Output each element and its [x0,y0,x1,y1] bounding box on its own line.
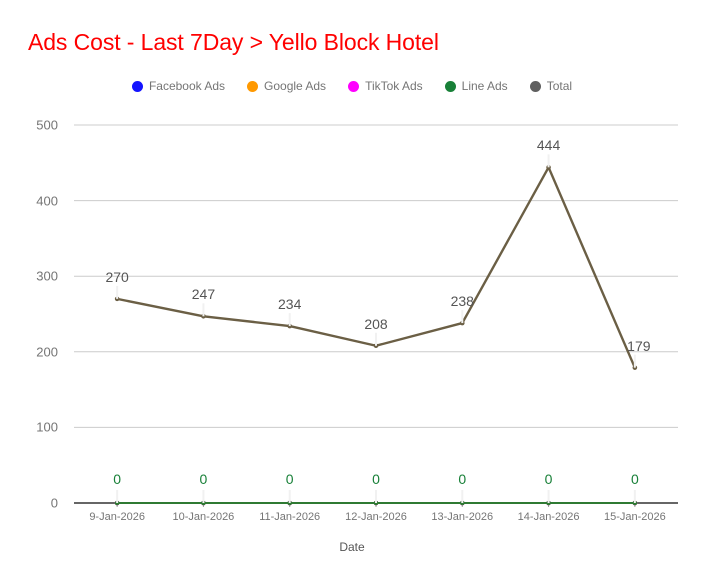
data-point-label-total: 208 [364,315,388,332]
x-axis-title: Date [339,540,365,554]
data-point-label-total: 444 [536,137,561,154]
data-point-label-zero: 0 [372,471,380,487]
data-point-label-zero: 0 [630,471,639,487]
y-axis-tick-label: 300 [36,268,58,284]
y-axis-tick-label: 500 [36,117,58,133]
y-axis-tick-label: 200 [36,344,58,360]
x-axis-tick-label: 13-Jan-2026 [431,511,494,523]
legend-swatch-icon [529,80,541,92]
x-axis-tick-label: 11-Jan-2026 [259,511,321,523]
legend-item-label: Facebook Ads [148,79,226,93]
x-axis-tick-label: 12-Jan-2026 [345,511,407,523]
data-point-label-zero: 0 [544,471,553,487]
x-axis-tick-label: 9-Jan-2026 [89,511,145,523]
data-point[interactable] [632,365,638,370]
data-point-label-total: 234 [278,296,302,313]
legend-item-line-ads[interactable]: Line Ads [444,79,508,93]
x-axis-tick-label: 14-Jan-2026 [517,511,580,523]
legend-item-label: Total [546,79,573,93]
legend-item-total[interactable]: Total [529,79,573,93]
chart-title: Ads Cost - Last 7Day > Yello Block Hotel [28,29,439,55]
chart-legend: Facebook Ads Google Ads TikTok Ads Line Ads… [0,79,704,93]
y-axis-tick-label: 0 [50,495,58,511]
y-axis-tick-label: 400 [36,193,58,209]
data-point-label-zero: 0 [458,471,467,487]
legend-item-tiktok-ads[interactable]: TikTok Ads [348,79,423,93]
data-point-label-total: 238 [450,293,474,310]
legend-item-label: Line Ads [461,79,508,93]
data-point-label-zero: 0 [285,471,294,487]
legend-swatch-icon [348,80,360,92]
legend-item-label: Google Ads [264,79,327,93]
legend-swatch-icon [131,80,143,92]
data-point-label-total: 179 [627,337,651,354]
legend-item-google-ads[interactable]: Google Ads [247,79,326,93]
legend-item-facebook-ads[interactable]: Facebook Ads [131,79,226,93]
x-axis-tick-label: 10-Jan-2026 [172,511,235,523]
x-axis-tick-label: 15-Jan-2026 [603,511,666,523]
data-point[interactable] [459,320,465,326]
data-point-label-zero: 0 [199,471,208,487]
data-point-label-zero: 0 [113,471,122,487]
data-point-label-total: 247 [191,286,216,303]
data-point-label-total: 270 [105,268,129,285]
legend-swatch-icon [444,80,456,92]
legend-item-label: TikTok Ads [365,79,423,93]
y-axis-tick-label: 100 [36,419,58,435]
legend-swatch-icon [247,80,259,92]
